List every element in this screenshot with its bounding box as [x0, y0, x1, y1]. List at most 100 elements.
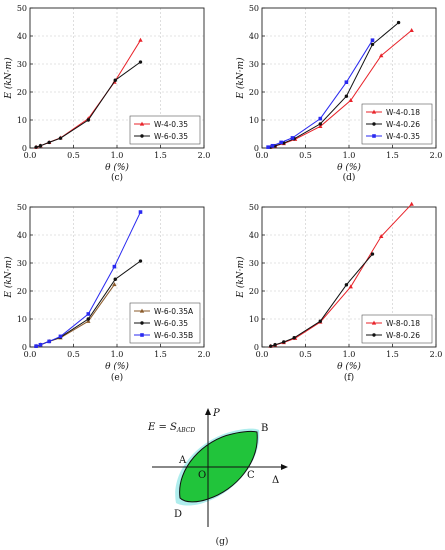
y-tick-label: 40 [17, 231, 27, 240]
y-tick-label: 0 [22, 343, 27, 352]
x-tick-label: 0.0 [256, 350, 269, 359]
panel-caption: (f) [344, 372, 354, 383]
diagram-x-arrow [281, 464, 288, 470]
series-W-4-0.35 [266, 38, 375, 149]
data-point [86, 317, 90, 321]
legend-marker [140, 333, 144, 337]
data-point [47, 339, 51, 344]
data-point [396, 20, 401, 25]
legend: W-6-0.35A W-6-0.35 W-6-0.35B [129, 302, 201, 344]
x-tick-label: 1.0 [343, 350, 356, 359]
y-axis-label: E (kN·m) [3, 57, 14, 100]
data-point [290, 136, 295, 140]
chart-panel-f: 0.0 0.5 1.0 1.5 2.0 0 10 20 30 40 50 θ (%) E (kN·m) W… [235, 201, 443, 383]
data-point [409, 28, 414, 32]
hysteresis-loop-diagram: E = SABCD P Δ A B C D O (g) [147, 408, 288, 547]
data-point [273, 343, 277, 347]
legend-label: W-4-0.35 [386, 132, 420, 141]
diagram-x-label: Δ [272, 475, 279, 486]
x-axis-label: θ (%) [337, 361, 361, 372]
x-tick-label: 2.0 [430, 350, 443, 359]
data-point [86, 118, 90, 122]
x-tick-label: 0.0 [24, 151, 37, 160]
legend-label: W-4-0.35 [154, 120, 188, 129]
legend-label: W-8-0.18 [386, 319, 420, 328]
data-point [138, 259, 143, 263]
y-tick-label: 50 [249, 4, 259, 13]
data-point [344, 80, 349, 84]
data-point [370, 42, 375, 47]
y-tick-label: 10 [249, 315, 259, 324]
x-tick-label: 0.5 [67, 350, 80, 359]
legend-marker [372, 333, 376, 337]
y-tick-label: 40 [249, 231, 259, 240]
panel-caption: (c) [111, 172, 123, 183]
y-tick-label: 20 [249, 287, 259, 296]
y-tick-label: 50 [249, 203, 259, 212]
legend: W-8-0.18 W-8-0.26 [361, 314, 433, 344]
legend-marker [140, 134, 144, 138]
y-tick-label: 0 [254, 144, 259, 153]
panel-caption: (d) [343, 172, 356, 183]
chart-panel-d: 0.0 0.5 1.0 1.5 2.0 0 10 20 30 40 50 θ (%) E (kN·m) W… [235, 4, 442, 183]
x-tick-label: 2.0 [430, 151, 443, 160]
y-tick-label: 40 [17, 32, 27, 41]
x-axis-label: θ (%) [105, 361, 129, 372]
legend-label: W-8-0.26 [386, 331, 420, 340]
chart-panel-c: 0.0 0.5 1.0 1.5 2.0 0 10 20 30 40 50 θ (%) E (kN·m) W… [3, 4, 210, 183]
data-point [370, 38, 375, 42]
x-tick-label: 1.5 [154, 151, 167, 160]
panel-caption: (e) [111, 372, 123, 383]
legend: W-4-0.35 W-6-0.35 [129, 115, 201, 145]
legend-marker [139, 308, 145, 313]
legend-label: W-4-0.18 [386, 108, 420, 117]
y-tick-label: 20 [249, 88, 259, 97]
data-point [86, 318, 91, 323]
data-point [318, 319, 322, 323]
diagram-point-o: O [198, 470, 206, 481]
data-point [292, 336, 296, 340]
legend-label: W-6-0.35B [154, 331, 193, 340]
y-tick-label: 10 [17, 315, 27, 324]
data-point [269, 344, 273, 348]
diagram-y-label: P [212, 408, 220, 419]
legend-label: W-6-0.35 [154, 132, 188, 141]
y-tick-label: 30 [249, 259, 259, 268]
y-tick-label: 30 [17, 259, 27, 268]
data-point [378, 234, 384, 238]
data-point [34, 145, 38, 149]
diagram-point-b: B [261, 423, 268, 434]
y-tick-label: 10 [17, 116, 27, 125]
x-tick-label: 2.0 [198, 151, 211, 160]
x-axis-label: θ (%) [337, 162, 361, 173]
data-point [279, 140, 283, 145]
x-tick-label: 2.0 [198, 350, 211, 359]
y-axis-label: E (kN·m) [3, 256, 14, 299]
y-axis-label: E (kN·m) [235, 57, 246, 100]
legend-label: W-4-0.26 [386, 120, 420, 129]
legend-label: W-6-0.35A [154, 307, 194, 316]
x-tick-label: 1.5 [386, 151, 399, 160]
x-tick-label: 0.5 [299, 151, 312, 160]
diagram-caption: (g) [216, 536, 229, 547]
data-point [348, 284, 353, 289]
data-point [344, 94, 349, 98]
diagram-formula: E = SABCD [147, 422, 195, 434]
data-point [318, 122, 322, 126]
x-tick-label: 0.5 [299, 350, 312, 359]
y-tick-label: 20 [17, 287, 27, 296]
data-point [112, 282, 117, 287]
data-point [409, 201, 414, 206]
x-axis-label: θ (%) [105, 162, 129, 173]
data-point [378, 53, 384, 58]
data-point [344, 283, 349, 287]
legend-marker [140, 321, 144, 325]
legend-marker [372, 134, 376, 138]
data-point [34, 344, 38, 348]
legend-marker [371, 320, 377, 325]
x-tick-label: 1.0 [343, 151, 356, 160]
y-tick-label: 0 [22, 144, 27, 153]
diagram-point-d: D [174, 509, 182, 520]
data-point [58, 334, 63, 339]
